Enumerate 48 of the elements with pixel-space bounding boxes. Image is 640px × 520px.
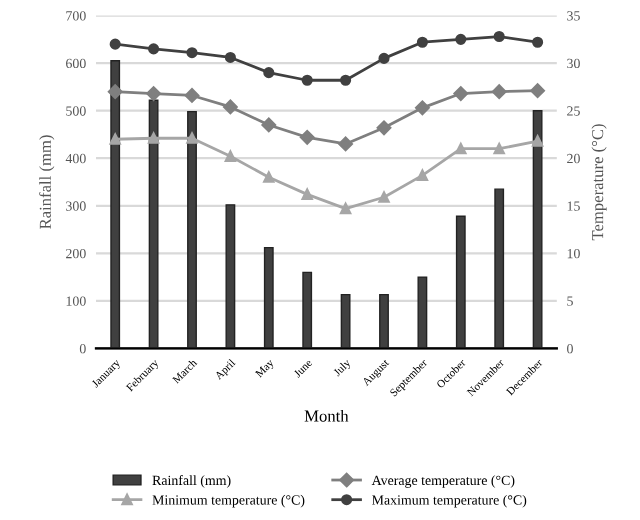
bar <box>110 60 121 349</box>
point <box>148 132 160 144</box>
point <box>184 88 200 103</box>
bar <box>455 215 466 349</box>
point <box>415 100 430 116</box>
bar <box>263 246 274 349</box>
point <box>301 188 313 200</box>
point <box>378 52 390 64</box>
point <box>378 191 390 203</box>
point <box>109 133 121 145</box>
point <box>491 84 507 99</box>
bar <box>302 271 313 349</box>
point <box>263 67 275 79</box>
point <box>186 132 198 144</box>
point <box>224 51 236 63</box>
point <box>263 171 275 183</box>
point <box>261 117 277 133</box>
bar <box>148 99 159 349</box>
point <box>338 136 353 152</box>
bar <box>417 276 428 349</box>
point <box>146 86 161 101</box>
point <box>530 83 545 98</box>
point <box>109 38 121 50</box>
y2-axis-title: Temperature (°C) <box>591 124 607 241</box>
point <box>376 120 392 136</box>
x-axis-title: Month <box>304 409 349 422</box>
point <box>532 36 544 48</box>
point <box>532 135 544 147</box>
point <box>186 47 198 59</box>
point <box>224 150 236 162</box>
point <box>148 43 160 55</box>
bar <box>187 110 197 349</box>
point <box>453 86 469 101</box>
bar <box>379 293 389 349</box>
point <box>340 74 352 86</box>
point <box>107 84 123 99</box>
y-axis-title: Rainfall (mm) <box>39 135 55 229</box>
bar <box>532 109 543 349</box>
point <box>455 33 467 45</box>
point <box>299 130 315 145</box>
bar <box>340 293 351 349</box>
bar <box>494 188 505 349</box>
point <box>301 74 313 86</box>
point <box>493 30 505 43</box>
bar <box>225 204 236 349</box>
point <box>416 169 428 181</box>
point <box>416 36 428 48</box>
point <box>223 99 238 115</box>
